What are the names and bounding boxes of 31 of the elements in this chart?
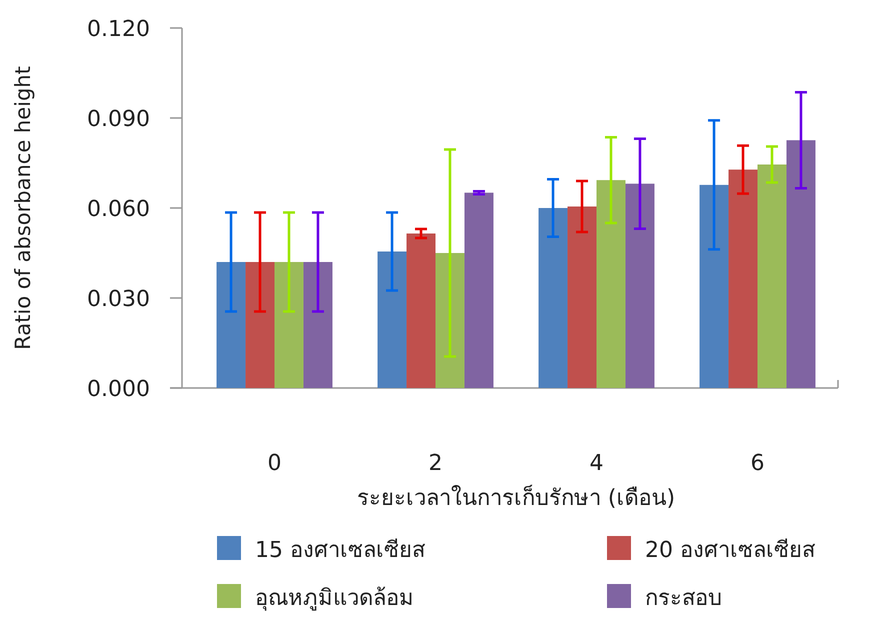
x-tick-label: 6 (750, 451, 764, 476)
bar (274, 262, 304, 388)
bar (464, 192, 494, 388)
y-tick-label: 0.120 (87, 17, 150, 42)
legend-label: อุณหภูมิแวดล้อม (255, 586, 414, 611)
bar (378, 252, 407, 388)
x-tick-label: 4 (590, 451, 604, 476)
y-tick-label: 0.030 (87, 287, 150, 312)
bar (436, 253, 464, 388)
bar (758, 164, 786, 388)
bar (568, 206, 596, 388)
bar (246, 262, 274, 388)
y-tick-label: 0.000 (87, 377, 150, 402)
bar (406, 234, 436, 388)
legend-label: 15 องศาเซลเซียส (255, 538, 426, 563)
x-tick-label: 2 (428, 451, 442, 476)
bar (786, 140, 816, 388)
legend-label: 20 องศาเซลเซียส (645, 538, 816, 563)
bar (538, 208, 568, 388)
bar (216, 262, 246, 388)
x-axis-title: ระยะเวลาในการเก็บรักษา (เดือน) (356, 483, 676, 511)
bar (303, 262, 332, 388)
bar (700, 184, 729, 388)
legend-label: กระสอบ (645, 586, 722, 611)
bar (625, 184, 654, 388)
bar (728, 170, 758, 388)
bar (596, 180, 626, 388)
x-tick-label: 0 (268, 451, 282, 476)
y-tick-label: 0.060 (87, 197, 150, 222)
y-tick-label: 0.090 (87, 107, 150, 132)
y-axis-title: Ratio of absorbance height (11, 66, 35, 350)
